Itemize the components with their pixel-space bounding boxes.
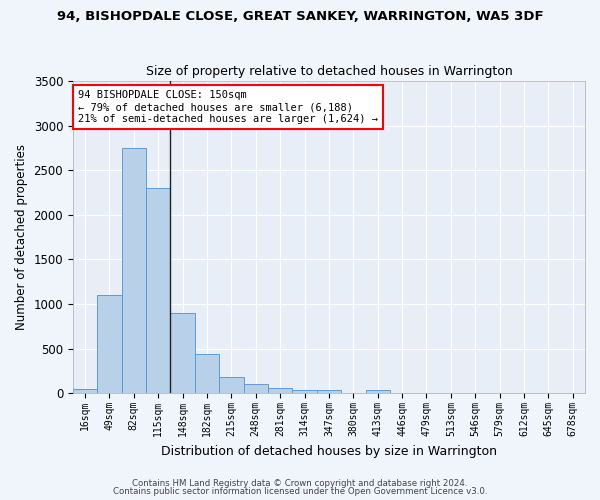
Text: 94 BISHOPDALE CLOSE: 150sqm
← 79% of detached houses are smaller (6,188)
21% of : 94 BISHOPDALE CLOSE: 150sqm ← 79% of det… — [78, 90, 378, 124]
Text: Contains HM Land Registry data © Crown copyright and database right 2024.: Contains HM Land Registry data © Crown c… — [132, 478, 468, 488]
Bar — [195, 354, 219, 394]
Text: Contains public sector information licensed under the Open Government Licence v3: Contains public sector information licen… — [113, 487, 487, 496]
Bar — [292, 390, 317, 394]
Y-axis label: Number of detached properties: Number of detached properties — [15, 144, 28, 330]
Bar — [73, 389, 97, 394]
Bar — [219, 377, 244, 394]
X-axis label: Distribution of detached houses by size in Warrington: Distribution of detached houses by size … — [161, 444, 497, 458]
Bar — [170, 313, 195, 394]
Bar — [244, 384, 268, 394]
Bar — [317, 390, 341, 394]
Bar — [268, 388, 292, 394]
Bar — [97, 295, 122, 394]
Text: 94, BISHOPDALE CLOSE, GREAT SANKEY, WARRINGTON, WA5 3DF: 94, BISHOPDALE CLOSE, GREAT SANKEY, WARR… — [56, 10, 544, 23]
Bar — [122, 148, 146, 394]
Bar — [365, 390, 390, 394]
Title: Size of property relative to detached houses in Warrington: Size of property relative to detached ho… — [146, 66, 512, 78]
Bar — [146, 188, 170, 394]
